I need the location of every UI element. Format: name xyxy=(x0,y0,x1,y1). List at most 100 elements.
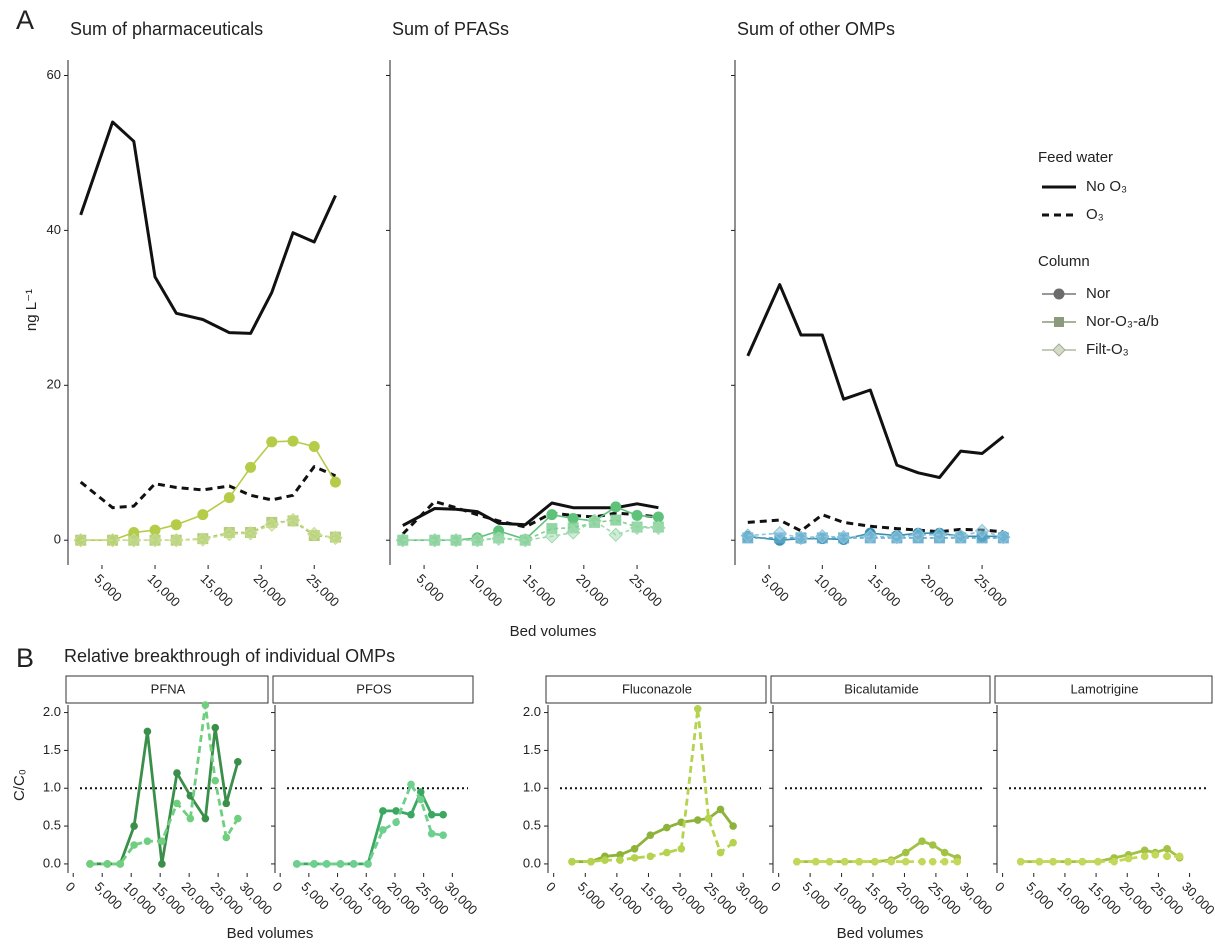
marker xyxy=(629,520,645,536)
marker xyxy=(234,814,242,823)
marker xyxy=(245,461,257,473)
x-axis-label: Bed volumes xyxy=(837,925,924,942)
marker xyxy=(677,844,686,853)
marker xyxy=(336,860,345,868)
marker xyxy=(608,527,623,543)
y-tick-label: 2.0 xyxy=(43,704,61,719)
marker xyxy=(416,795,425,804)
marker xyxy=(222,526,237,542)
strip xyxy=(272,675,474,704)
marker xyxy=(197,509,209,521)
strip xyxy=(994,675,1213,704)
strip-label: Lamotrigine xyxy=(1071,681,1139,696)
marker xyxy=(587,513,602,529)
marker xyxy=(1035,857,1044,866)
marker xyxy=(222,833,231,842)
marker xyxy=(928,857,937,866)
marker xyxy=(222,799,231,808)
legend-title: Feed water xyxy=(1038,149,1113,166)
marker xyxy=(407,810,415,819)
y-tick-label: 0.0 xyxy=(43,855,61,870)
marker xyxy=(811,857,820,866)
strip xyxy=(65,675,269,704)
marker xyxy=(1175,852,1184,861)
marker xyxy=(646,831,655,839)
marker xyxy=(427,533,442,548)
panel-label: A xyxy=(16,5,34,35)
marker xyxy=(130,822,138,830)
marker xyxy=(322,860,331,868)
marker xyxy=(996,529,1011,545)
chart-title: Sum of PFASs xyxy=(392,19,509,39)
y-tick-label: 0.0 xyxy=(523,855,541,870)
marker xyxy=(729,822,737,830)
marker xyxy=(729,838,737,847)
marker xyxy=(407,780,415,789)
feed-line xyxy=(401,500,659,536)
marker xyxy=(491,531,506,546)
marker xyxy=(285,512,301,528)
marker xyxy=(1163,852,1171,861)
marker xyxy=(940,848,949,857)
marker xyxy=(1140,852,1149,861)
marker xyxy=(646,852,655,861)
marker xyxy=(173,799,181,808)
marker xyxy=(855,857,863,866)
legend-symbol xyxy=(1053,288,1065,300)
marker xyxy=(652,511,664,523)
feed-line xyxy=(747,513,1004,534)
legend-entry: O₃ xyxy=(1086,206,1104,223)
marker xyxy=(901,857,910,866)
marker xyxy=(310,860,318,868)
marker xyxy=(631,509,643,521)
marker xyxy=(147,533,163,548)
marker xyxy=(662,848,671,857)
marker xyxy=(130,841,138,849)
marker xyxy=(1110,857,1118,866)
marker xyxy=(201,814,210,823)
marker xyxy=(329,476,341,488)
marker xyxy=(1124,854,1133,863)
marker xyxy=(1049,857,1057,866)
marker xyxy=(427,810,436,819)
marker xyxy=(349,860,358,868)
marker xyxy=(211,723,220,732)
marker xyxy=(158,837,166,846)
marker xyxy=(126,533,142,548)
marker xyxy=(568,857,576,866)
legend-entry: No O₃ xyxy=(1086,178,1127,195)
marker xyxy=(1163,844,1171,853)
strip-label: Bicalutamide xyxy=(844,681,918,696)
marker xyxy=(143,837,152,846)
marker xyxy=(544,529,560,544)
x-axis-label: Bed volumes xyxy=(510,623,597,640)
marker xyxy=(887,857,896,866)
marker xyxy=(587,857,595,866)
legend-entry: Nor xyxy=(1086,285,1110,302)
marker xyxy=(932,527,947,543)
marker xyxy=(439,810,447,819)
marker xyxy=(149,524,161,536)
marker xyxy=(264,517,279,532)
marker xyxy=(105,533,120,548)
marker xyxy=(940,857,949,866)
marker xyxy=(546,523,558,535)
marker xyxy=(169,533,184,548)
y-tick-label: 0.5 xyxy=(43,818,61,833)
marker xyxy=(693,816,702,824)
marker xyxy=(73,533,88,548)
marker xyxy=(740,528,755,543)
marker xyxy=(825,857,834,866)
legend-entry: Filt-O₃ xyxy=(1086,341,1129,358)
strip xyxy=(545,675,767,704)
marker xyxy=(379,807,387,815)
feed-line xyxy=(79,465,337,510)
marker xyxy=(567,513,579,525)
marker xyxy=(630,854,639,862)
marker xyxy=(793,857,801,866)
y-tick-label: 0.5 xyxy=(523,818,541,833)
marker xyxy=(630,844,639,853)
legend-title: Column xyxy=(1038,253,1090,270)
